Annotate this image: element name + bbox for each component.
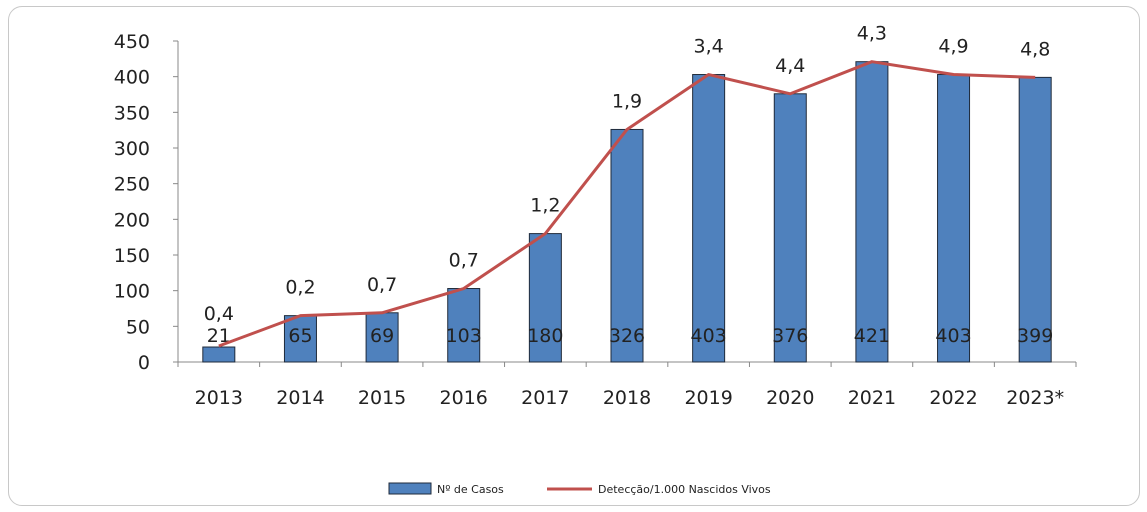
y-tick-label: 400 [114, 67, 150, 89]
bar-value-label: 103 [446, 325, 482, 347]
bar-value-label: 403 [935, 325, 971, 347]
y-tick-label: 300 [114, 138, 150, 160]
legend-label-rate: Detecção/1.000 Nascidos Vivos [598, 483, 771, 496]
x-tick-label: 2018 [603, 387, 651, 409]
rate-label: 1,2 [530, 195, 560, 217]
y-tick-label: 50 [126, 316, 150, 338]
rate-label: 3,4 [694, 36, 724, 58]
bar-2019 [692, 74, 726, 363]
bar-2018 [610, 128, 644, 363]
rate-label: 4,8 [1020, 38, 1050, 60]
rate-label: 4,9 [938, 36, 968, 58]
bar-value-label: 65 [288, 325, 312, 347]
x-tick-label: 2013 [195, 387, 243, 409]
bar-value-label: 376 [772, 325, 808, 347]
x-tick-label: 2015 [358, 387, 406, 409]
y-tick-label: 450 [114, 31, 150, 53]
rate-line [218, 60, 1036, 348]
x-tick-label: 2019 [684, 387, 732, 409]
x-tick-label: 2017 [521, 387, 569, 409]
y-tick-label: 0 [138, 352, 150, 374]
rate-label: 4,3 [857, 23, 887, 45]
bar-2023-star [1018, 76, 1052, 363]
x-tick-label: 2021 [848, 387, 896, 409]
y-tick-label: 150 [114, 245, 150, 267]
x-tick-label: 2014 [276, 387, 324, 409]
bar-value-label: 421 [854, 325, 890, 347]
bar-2021 [855, 61, 889, 363]
rate-label: 0,7 [449, 250, 479, 272]
rate-label: 4,4 [775, 55, 805, 77]
rate-label: 0,2 [285, 277, 315, 299]
bar-value-label: 403 [691, 325, 727, 347]
y-tick-label: 250 [114, 174, 150, 196]
bar-2014 [283, 315, 317, 363]
rate-label: 0,7 [367, 274, 397, 296]
x-tick-label: 2016 [440, 387, 488, 409]
x-tick-label: 2022 [929, 387, 977, 409]
y-tick-label: 100 [114, 281, 150, 303]
bar-value-label: 180 [527, 325, 563, 347]
y-tick-label: 350 [114, 102, 150, 124]
bar-2022 [937, 74, 971, 363]
bar-value-label: 69 [370, 325, 394, 347]
x-tick-label: 2020 [766, 387, 814, 409]
bar-2020 [773, 93, 807, 363]
y-tick-label: 200 [114, 209, 150, 231]
rate-label: 0,4 [204, 303, 234, 325]
bar-2013 [202, 346, 236, 363]
x-tick-label: 2023* [1006, 387, 1064, 409]
bar-value-label: 21 [207, 325, 231, 347]
legend-swatch-cases [388, 482, 432, 495]
rate-label: 1,9 [612, 90, 642, 112]
legend-label-cases: Nº de Casos [437, 483, 504, 496]
bar-value-label: 326 [609, 325, 645, 347]
bar-value-label: 399 [1017, 325, 1053, 347]
